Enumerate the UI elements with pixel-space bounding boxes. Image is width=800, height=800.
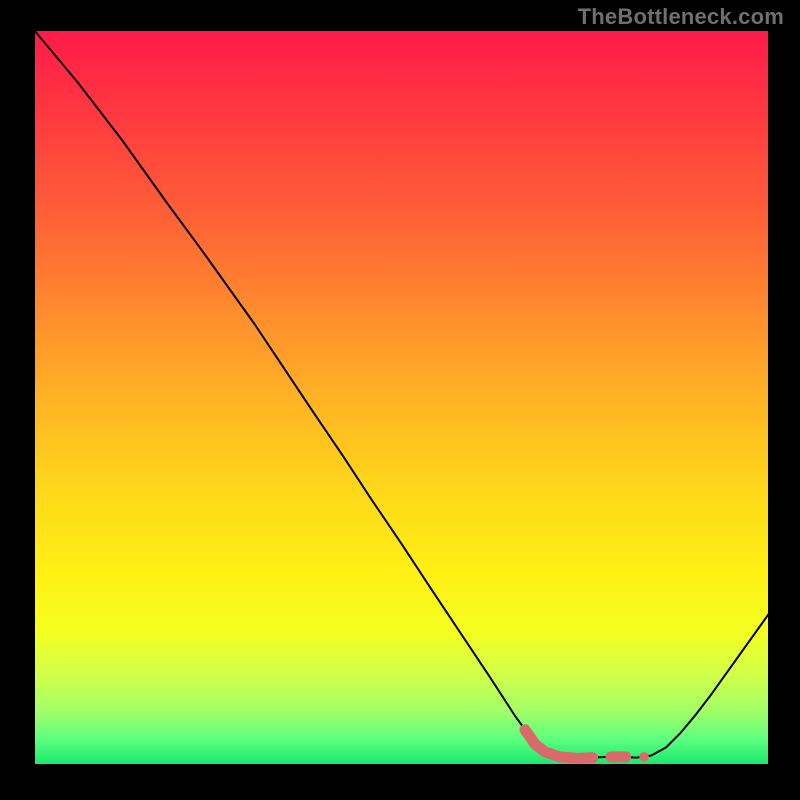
chart-svg [34,30,769,765]
chart-area [34,30,769,765]
watermark-text: TheBottleneck.com [578,4,784,30]
chart-background [34,30,769,765]
highlight-dot-0 [639,752,649,762]
